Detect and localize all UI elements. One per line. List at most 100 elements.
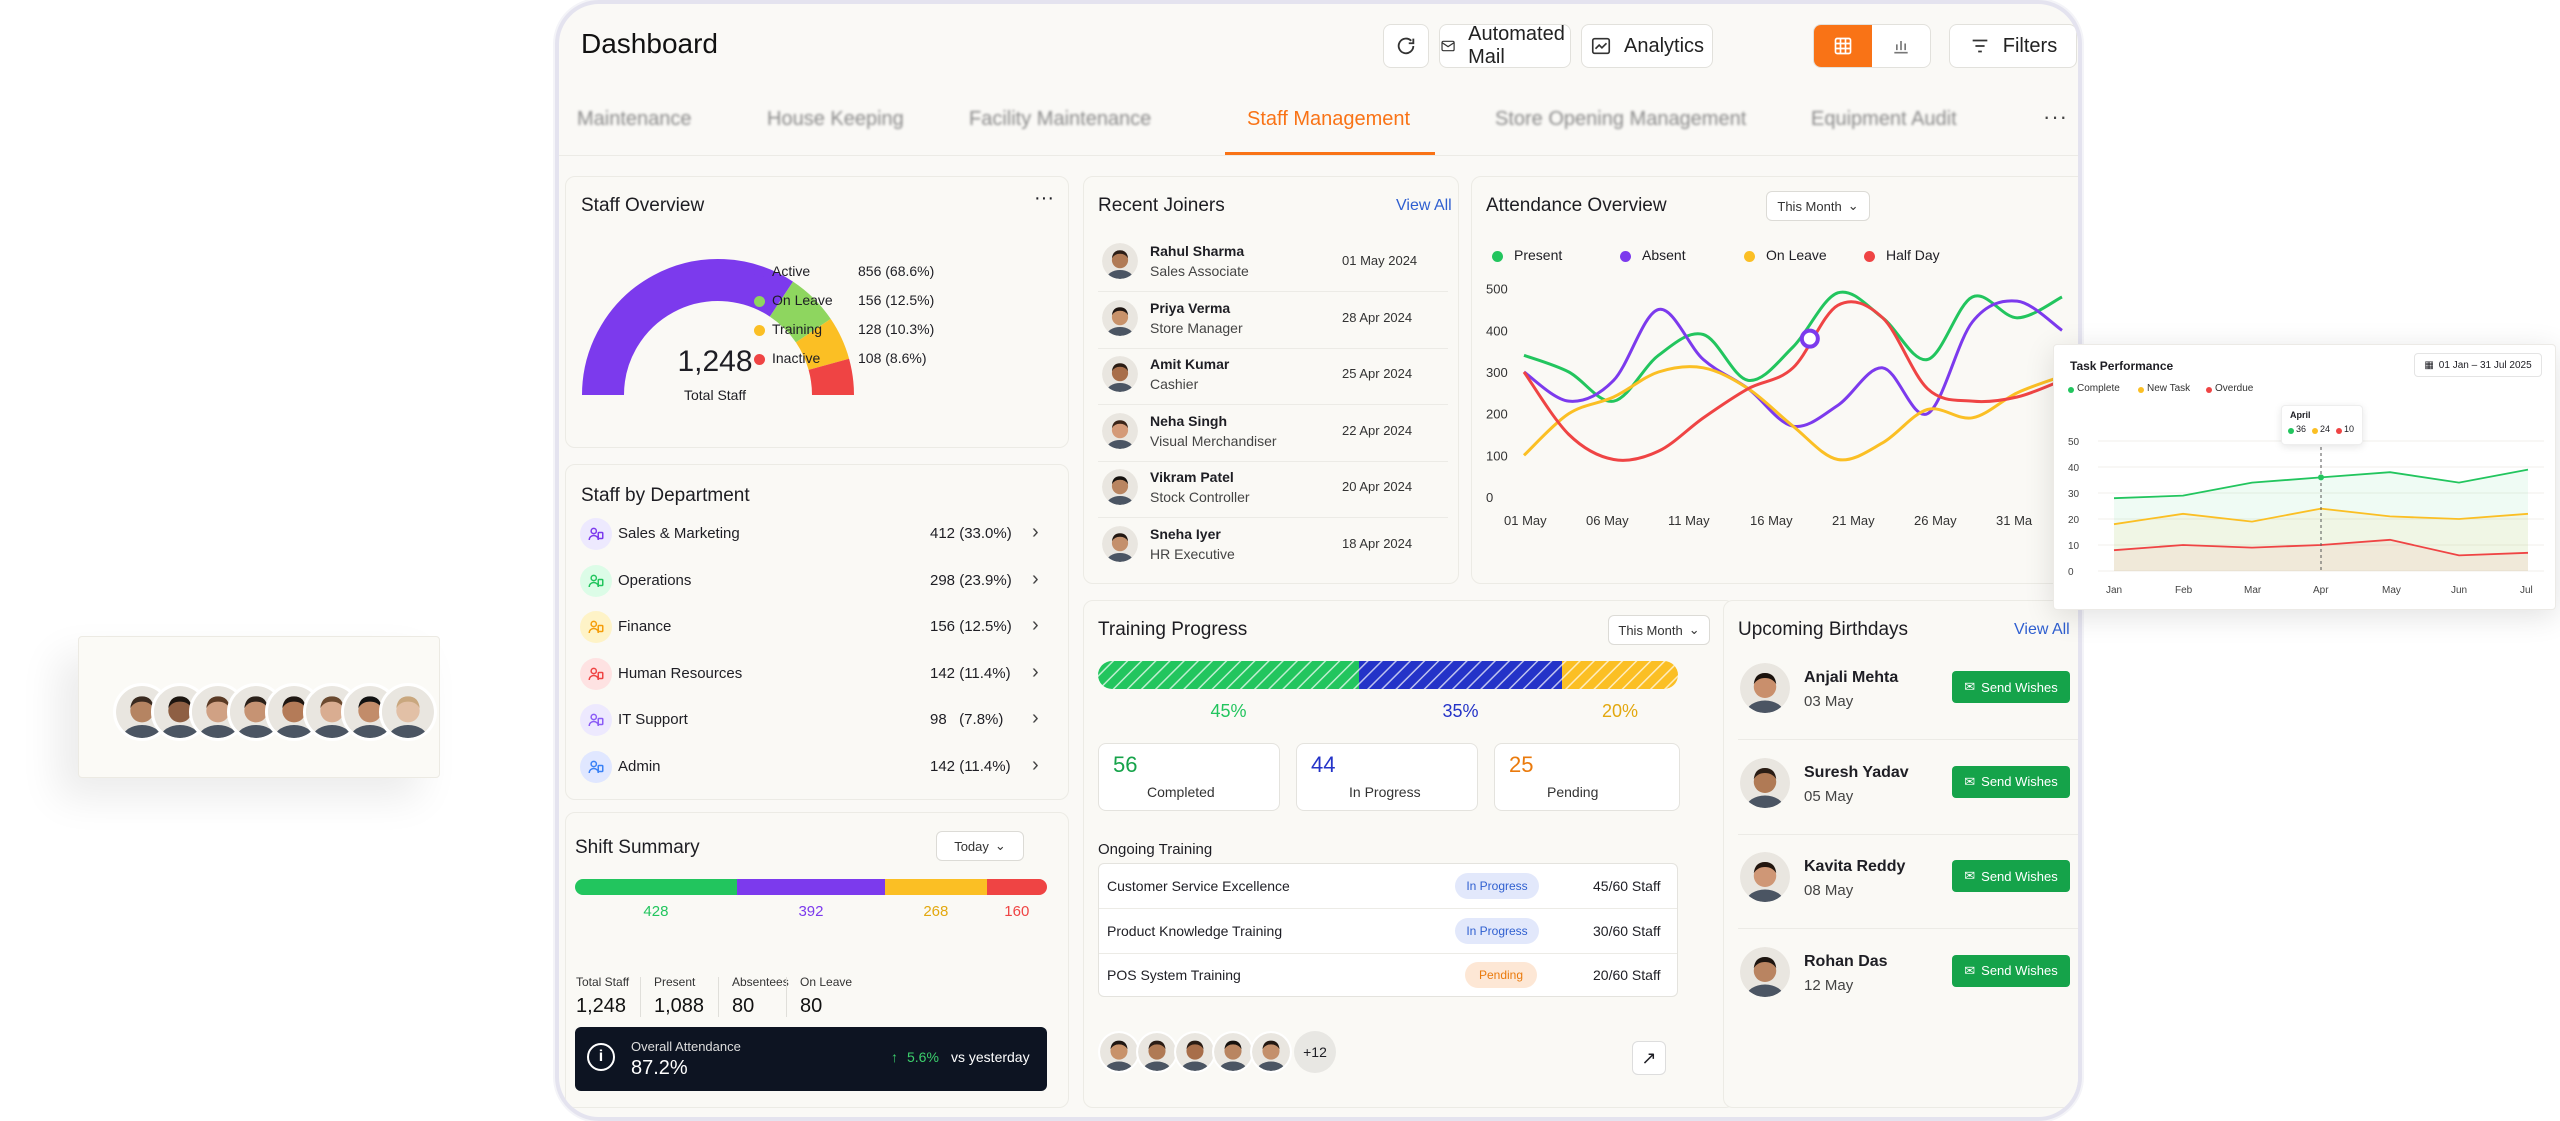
x-tick-label: 11 May bbox=[1668, 513, 1710, 528]
card-title: Task Performance bbox=[2070, 359, 2174, 373]
legend-value: 108 (8.6%) bbox=[858, 350, 927, 366]
department-row[interactable]: Admin 142 (11.4%) › bbox=[566, 748, 1070, 788]
department-row[interactable]: Human Resources 142 (11.4%) › bbox=[566, 655, 1070, 695]
mail-icon: ✉ bbox=[1964, 773, 1976, 789]
highlight-marker[interactable] bbox=[1799, 328, 1820, 349]
y-tick-label: 0 bbox=[2068, 567, 2074, 578]
x-tick-label: 01 May bbox=[1504, 513, 1547, 528]
overall-attendance-value: 87.2% bbox=[631, 1057, 688, 1079]
trainee-avatar-stack[interactable]: +12 bbox=[1098, 1031, 1336, 1073]
legend-dot bbox=[754, 325, 765, 336]
send-wishes-button[interactable]: ✉ Send Wishes bbox=[1952, 671, 2070, 703]
task-performance-card: Task Performance ▦ 01 Jan – 31 Jul 2025 … bbox=[2053, 344, 2556, 610]
gauge-segment-on-leave bbox=[769, 281, 831, 343]
analytics-button[interactable]: Analytics bbox=[1581, 24, 1713, 68]
shift-bar-value: 268 bbox=[923, 903, 949, 920]
shift-distribution-bar bbox=[575, 879, 1047, 895]
tab-house-keeping[interactable]: House Keeping bbox=[767, 108, 904, 130]
joiner-row[interactable]: Priya Verma Store Manager 28 Apr 2024 bbox=[1084, 294, 1460, 344]
legend-dot bbox=[2138, 387, 2144, 393]
divider bbox=[1098, 517, 1448, 518]
divider bbox=[1738, 833, 2078, 835]
send-wishes-button[interactable]: ✉ Send Wishes bbox=[1952, 860, 2070, 892]
more-tabs-icon[interactable]: ··· bbox=[2043, 104, 2068, 129]
joiner-date: 20 Apr 2024 bbox=[1342, 479, 1413, 494]
training-row[interactable]: Product Knowledge Training In Progress 30/… bbox=[1099, 909, 1677, 953]
tab-staff-management[interactable]: Staff Management bbox=[1247, 108, 1411, 130]
shift-bar-segment bbox=[575, 879, 737, 895]
divider bbox=[1098, 404, 1448, 405]
department-name: Operations bbox=[618, 571, 692, 589]
view-all-link[interactable]: View All bbox=[2014, 621, 2070, 638]
joiner-row[interactable]: Amit Kumar Cashier 25 Apr 2024 bbox=[1084, 350, 1460, 400]
legend-label: Training bbox=[772, 321, 823, 337]
active-tab-indicator bbox=[1225, 152, 1435, 155]
send-wishes-button[interactable]: ✉ Send Wishes bbox=[1952, 765, 2070, 798]
tab-store-opening-management[interactable]: Store Opening Management bbox=[1495, 108, 1747, 130]
department-value: 142 (11.4%) bbox=[930, 664, 1011, 682]
x-tick-label: Jul bbox=[2520, 585, 2533, 596]
send-wishes-label: Send Wishes bbox=[1981, 963, 2058, 978]
department-row[interactable]: Sales & Marketing 412 (33.0%) › bbox=[566, 515, 1070, 555]
training-stat-label: Pending bbox=[1547, 784, 1599, 800]
more-options-icon[interactable]: ··· bbox=[1034, 187, 1054, 209]
tooltip-dot bbox=[2312, 428, 2318, 434]
divider bbox=[1098, 347, 1448, 349]
joiner-row[interactable]: Rahul Sharma Sales Associate 01 May 2024 bbox=[1084, 237, 1460, 287]
legend-label: On Leave bbox=[1766, 247, 1827, 263]
department-row[interactable]: Finance 156 (12.5%) › bbox=[566, 608, 1070, 648]
chart-view-toggle[interactable] bbox=[1872, 25, 1930, 67]
joiner-row[interactable]: Neha Singh Visual Merchandiser 22 Apr 2024 bbox=[1084, 407, 1460, 457]
arrow-up-icon: ↑ bbox=[891, 1049, 898, 1065]
tab-facility-maintenance[interactable]: Facility Maintenance bbox=[969, 108, 1152, 130]
birthday-date: 03 May bbox=[1804, 693, 1854, 710]
joiner-row[interactable]: Vikram Patel Stock Controller 20 Apr 2024 bbox=[1084, 463, 1460, 513]
training-staff-count: 45/60 Staff bbox=[1593, 878, 1661, 894]
tooltip-title: April bbox=[2290, 410, 2311, 420]
status-badge: In Progress bbox=[1455, 917, 1539, 944]
tab-maintenance[interactable]: Maintenance bbox=[577, 108, 692, 130]
training-percent: 35% bbox=[1442, 701, 1479, 721]
birthday-row: Kavita Reddy 08 May ✉ Send Wishes bbox=[1724, 852, 2078, 932]
avatar bbox=[1136, 1031, 1178, 1073]
attendance-overview-card: Attendance Overview This Month ⌄ 6005004… bbox=[1471, 176, 2078, 584]
shift-stat-label: Total Staff bbox=[576, 975, 630, 989]
automated-mail-button[interactable]: Automated Mail bbox=[1439, 23, 1571, 68]
chevron-down-icon: ⌄ bbox=[1847, 198, 1859, 213]
ongoing-training-title: Ongoing Training bbox=[1098, 841, 1213, 858]
series-line-on-leave bbox=[1522, 365, 2063, 462]
shift-period-dropdown[interactable]: Today ⌄ bbox=[936, 831, 1024, 861]
send-wishes-button[interactable]: ✉ Send Wishes bbox=[1952, 954, 2070, 987]
department-row[interactable]: Operations 298 (23.9%) › bbox=[566, 562, 1070, 602]
x-tick-label: 06 May bbox=[1586, 513, 1629, 528]
department-row[interactable]: IT Support 98 (7.8%) › bbox=[566, 701, 1070, 741]
joiner-role: Visual Merchandiser bbox=[1150, 432, 1277, 449]
tooltip-dot bbox=[2288, 428, 2294, 434]
attendance-period-dropdown[interactable]: This Month ⌄ bbox=[1766, 191, 1870, 221]
training-row[interactable]: POS System Training Pending 20/60 Staff bbox=[1099, 953, 1677, 997]
view-all-link[interactable]: View All bbox=[1396, 197, 1452, 214]
chevron-right-icon: › bbox=[1032, 707, 1039, 729]
divider bbox=[1099, 952, 1677, 954]
page-title: Dashboard bbox=[581, 28, 718, 59]
avatar bbox=[1250, 1031, 1292, 1073]
filters-button[interactable]: Filters bbox=[1949, 24, 2077, 68]
tab-equipment-audit[interactable]: Equipment Audit bbox=[1811, 108, 1957, 130]
joiner-role: HR Executive bbox=[1150, 545, 1235, 562]
joiner-row[interactable]: Sneha Iyer HR Executive 18 Apr 2024 bbox=[1084, 520, 1460, 570]
training-period-dropdown[interactable]: This Month ⌄ bbox=[1608, 615, 1710, 645]
avatar-stack[interactable] bbox=[113, 683, 437, 741]
avatar bbox=[1740, 946, 1790, 997]
grid-view-toggle[interactable] bbox=[1814, 25, 1872, 67]
training-row[interactable]: Customer Service Excellence In Progress 45… bbox=[1099, 864, 1677, 908]
status-badge: In Progress bbox=[1455, 873, 1539, 899]
department-value: 98 (7.8%) bbox=[930, 711, 1004, 728]
legend-label: New Task bbox=[2147, 383, 2191, 394]
more-avatars-count[interactable]: +12 bbox=[1294, 1031, 1336, 1073]
expand-arrow-icon[interactable]: ↗ bbox=[1632, 1041, 1666, 1075]
y-tick-label: 300 bbox=[1486, 365, 1508, 380]
avatar bbox=[1740, 663, 1790, 713]
date-range-picker[interactable]: ▦ 01 Jan – 31 Jul 2025 bbox=[2414, 353, 2542, 377]
refresh-button[interactable] bbox=[1383, 24, 1429, 68]
